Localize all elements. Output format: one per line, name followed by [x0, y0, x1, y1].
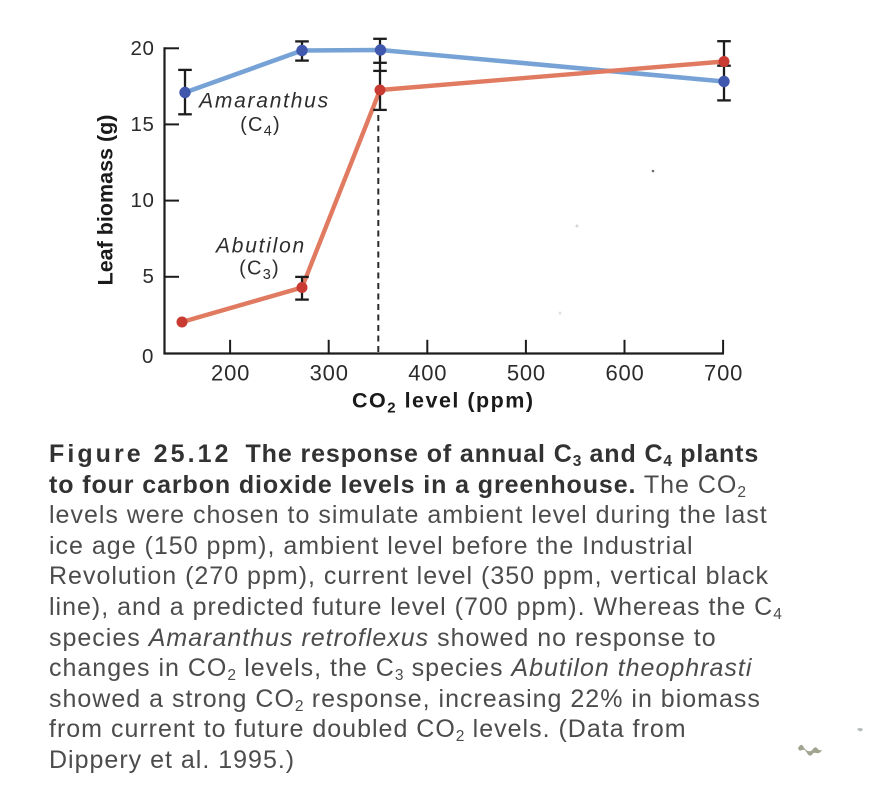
svg-text:CO2 level (ppm): CO2 level (ppm) — [352, 388, 535, 416]
svg-text:Amaranthus: Amaranthus — [197, 90, 330, 113]
svg-text:700: 700 — [704, 361, 743, 386]
svg-text:0: 0 — [142, 345, 154, 368]
svg-text:500: 500 — [507, 361, 546, 386]
svg-text:300: 300 — [310, 361, 349, 386]
svg-text:15: 15 — [130, 113, 154, 136]
svg-text:(C4): (C4) — [240, 114, 281, 140]
svg-text:20: 20 — [130, 37, 154, 60]
svg-text:200: 200 — [211, 361, 250, 386]
svg-text:5: 5 — [142, 265, 154, 288]
svg-text:Leaf biomass (g): Leaf biomass (g) — [94, 115, 118, 286]
svg-text:600: 600 — [605, 361, 644, 386]
svg-text:Abutilon: Abutilon — [214, 234, 306, 257]
svg-text:400: 400 — [408, 361, 447, 386]
svg-text:10: 10 — [130, 189, 154, 212]
svg-text:(C3): (C3) — [239, 258, 280, 284]
